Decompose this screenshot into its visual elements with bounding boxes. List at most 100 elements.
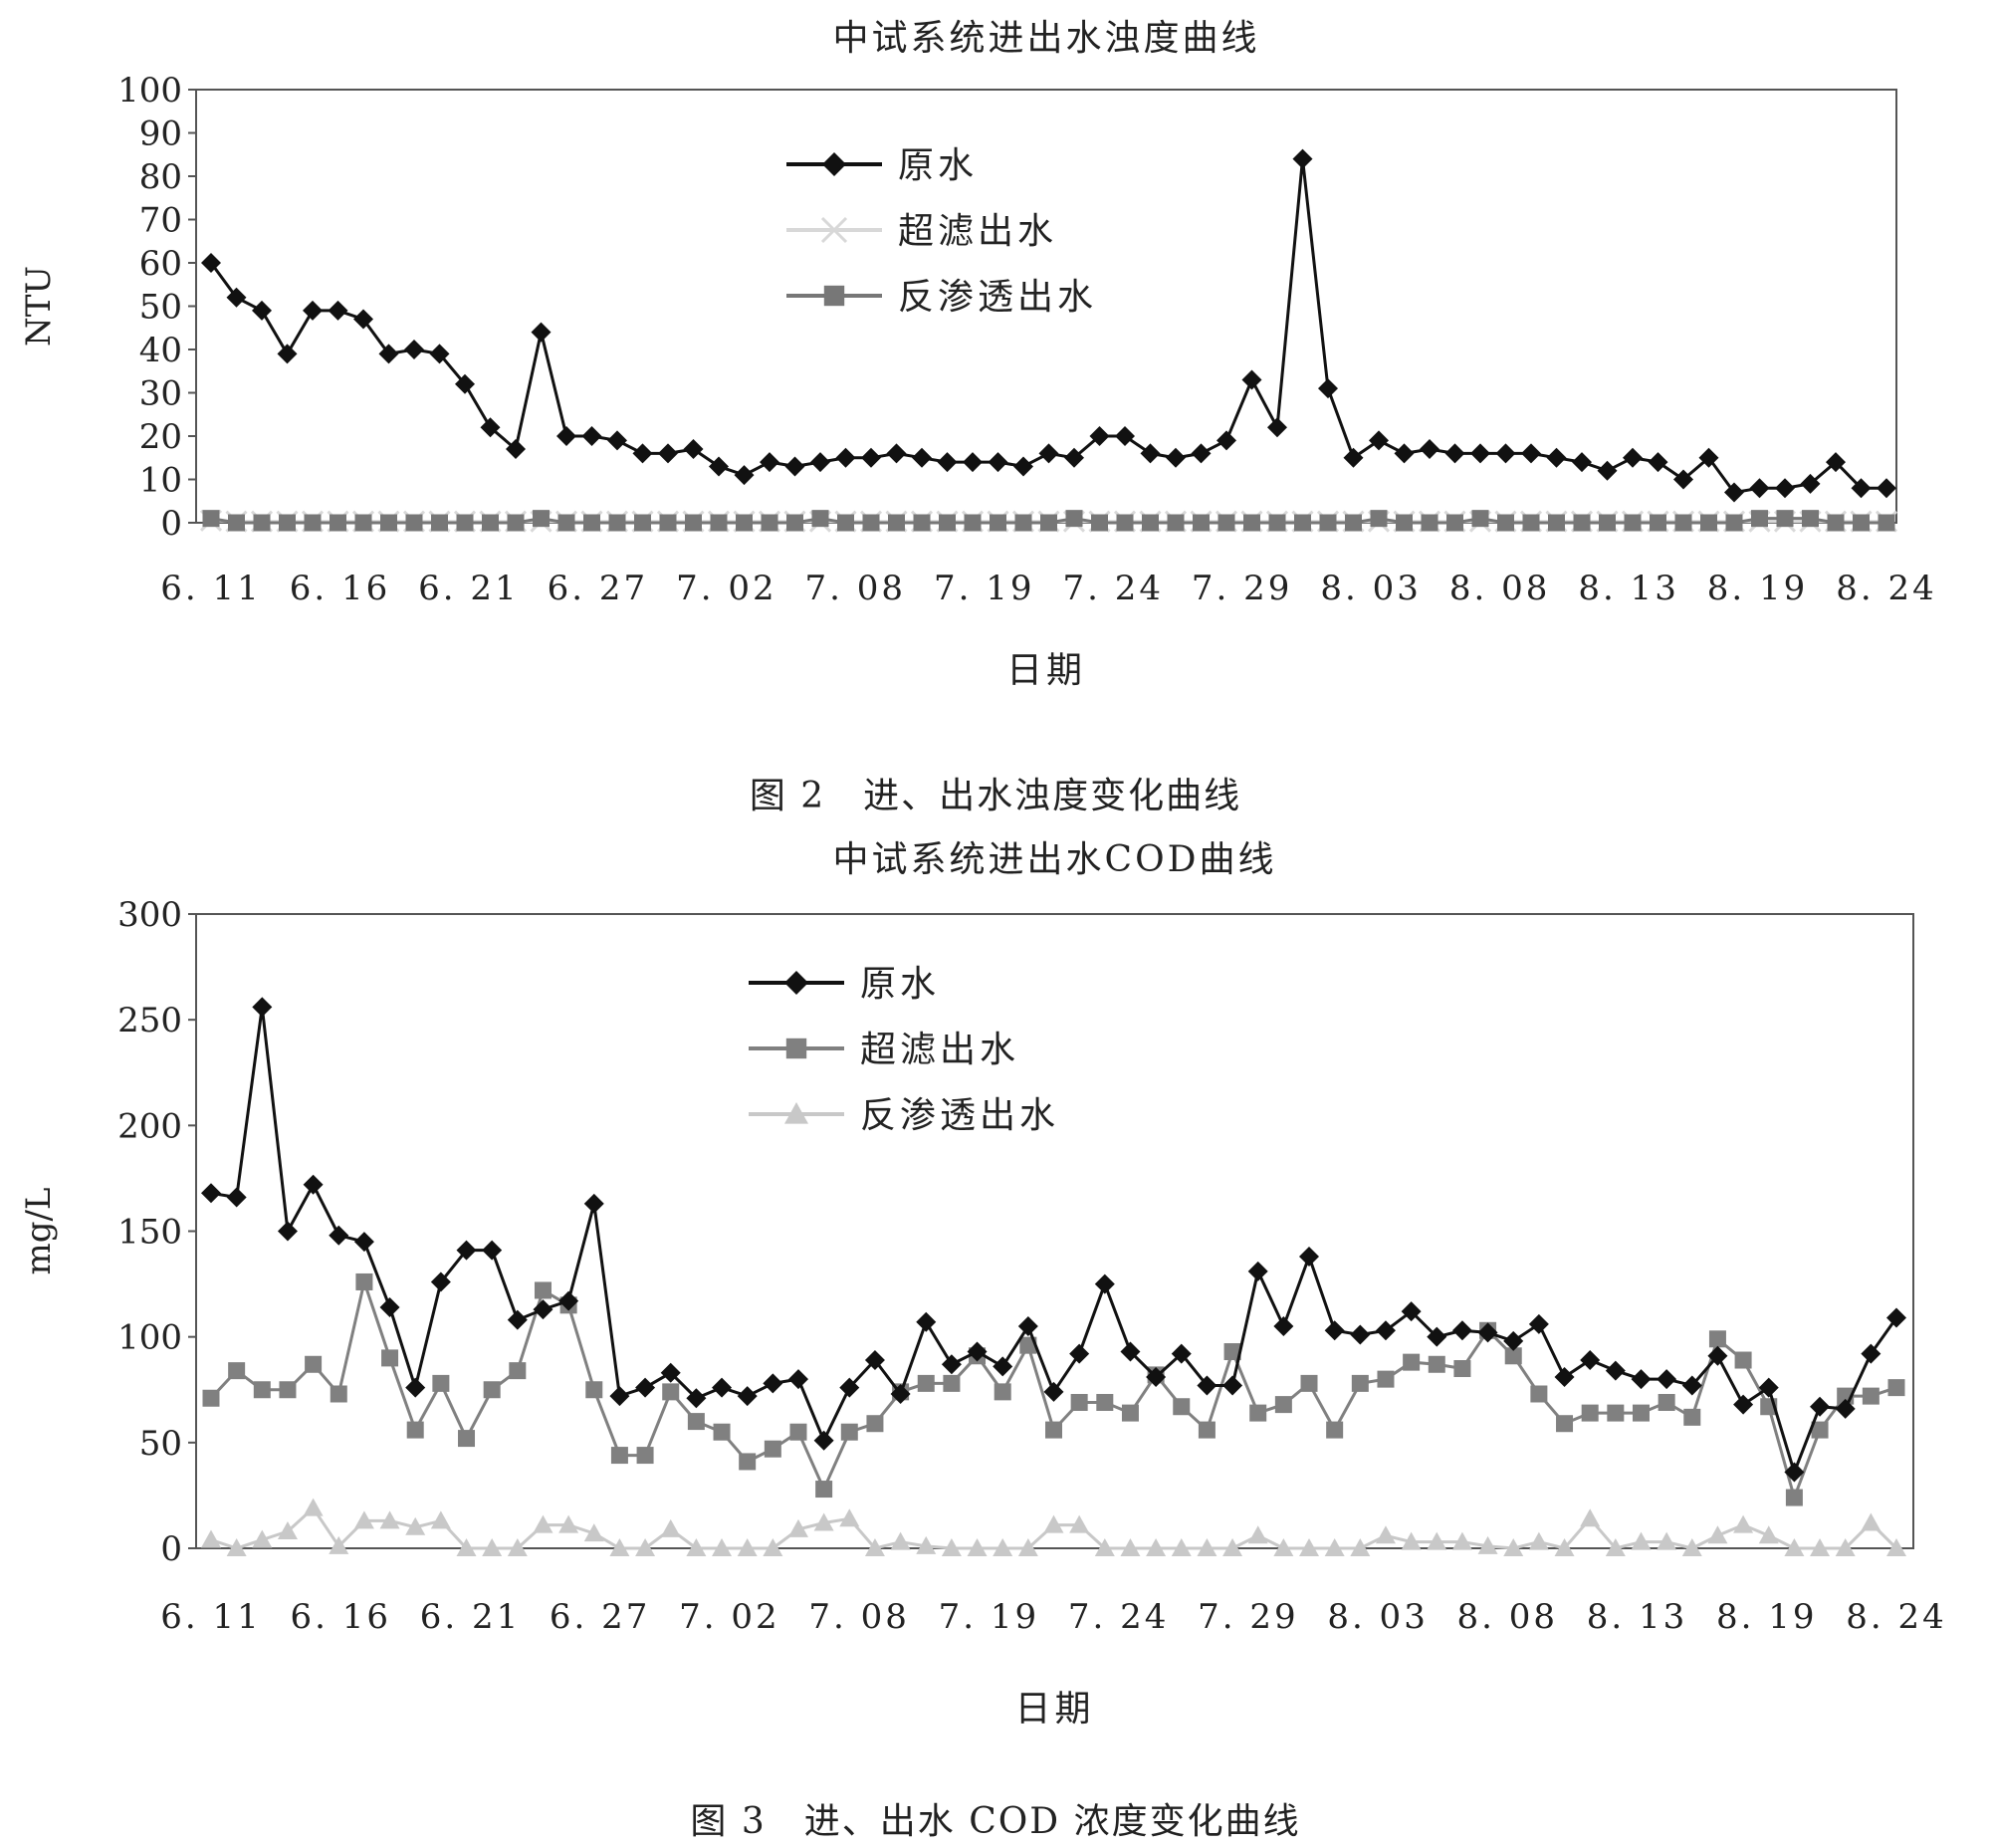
data-point [1274, 1396, 1292, 1414]
data-point [607, 430, 627, 451]
data-point [1040, 514, 1057, 532]
data-point [1800, 473, 1821, 494]
data-point [201, 253, 221, 273]
data-point [507, 1538, 528, 1556]
data-point [1243, 514, 1260, 532]
data-point [1707, 1345, 1728, 1366]
data-point [736, 514, 753, 532]
data-point [482, 1538, 503, 1556]
data-point [1749, 478, 1770, 499]
data-point [862, 514, 880, 532]
data-point [1648, 452, 1668, 473]
data-point [1572, 452, 1592, 473]
data-point [1446, 514, 1463, 532]
x-tick-label: 8. 13 [1578, 569, 1679, 608]
data-point [713, 1423, 731, 1441]
y-tick-label: 200 [117, 1106, 182, 1146]
data-point [1503, 1538, 1524, 1556]
data-point [1631, 1369, 1652, 1390]
data-point [1140, 443, 1161, 464]
data-point [886, 443, 907, 464]
data-point [277, 1521, 298, 1540]
data-point [1650, 514, 1666, 532]
y-axis-label: NTU [19, 266, 59, 346]
data-point [1273, 1316, 1294, 1337]
data-point [228, 514, 245, 532]
data-point [1810, 1538, 1831, 1556]
data-point [760, 452, 779, 473]
series-line [209, 158, 1886, 495]
data-point [1504, 1347, 1522, 1365]
data-point [429, 344, 450, 364]
data-point [1785, 1489, 1803, 1506]
data-point [1045, 1421, 1062, 1439]
data-point [1292, 148, 1313, 169]
data-point [1605, 1538, 1626, 1556]
data-point [1401, 1301, 1422, 1322]
data-point [1556, 1415, 1574, 1433]
data-point [226, 1538, 247, 1556]
data-point [687, 1413, 705, 1431]
x-tick-label: 7. 29 [1198, 1597, 1299, 1637]
data-point [967, 1341, 988, 1362]
data-point [482, 1240, 503, 1261]
x-tick-label: 7. 24 [1062, 569, 1164, 608]
data-point [813, 1512, 834, 1531]
y-tick-label: 100 [117, 1318, 182, 1358]
data-point [1222, 1375, 1243, 1396]
x-axis-label: 日期 [1006, 650, 1086, 691]
data-point [430, 1271, 451, 1292]
data-point [1401, 1531, 1422, 1550]
data-point [710, 514, 728, 532]
data-point [1495, 443, 1516, 464]
y-tick-label: 40 [139, 331, 182, 370]
data-point [1094, 1273, 1115, 1294]
data-point [581, 426, 602, 446]
data-point [253, 1381, 271, 1399]
data-point [941, 1354, 962, 1375]
data-point [432, 1374, 450, 1392]
data-point [609, 1386, 630, 1407]
data-point [1069, 1514, 1090, 1533]
data-point [1528, 1531, 1549, 1550]
x-tick-label: 6. 21 [420, 1597, 522, 1637]
data-point [1503, 1330, 1524, 1351]
data-point [1421, 514, 1438, 532]
data-point [1724, 482, 1744, 503]
data-point [1146, 1538, 1167, 1556]
x-tick-label: 7. 02 [676, 569, 777, 608]
data-point [405, 1516, 426, 1535]
data-point [353, 1232, 374, 1253]
legend-label: 反渗透出水 [898, 277, 1097, 318]
data-point [1733, 1514, 1754, 1533]
data-point [252, 300, 272, 321]
data-point [712, 1538, 733, 1556]
cod-chart: 中试系统进出水COD曲线 0 50 100 150 200 250 300 mg/L 6. 11 6… [19, 839, 1944, 1730]
data-point [1861, 1512, 1881, 1531]
data-point [734, 465, 755, 486]
data-point [202, 510, 220, 528]
y-tick-label: 250 [117, 1001, 182, 1040]
y-tick-label: 50 [139, 288, 182, 328]
data-point [1784, 1462, 1805, 1483]
data-point [509, 1362, 527, 1380]
data-point [1554, 1538, 1575, 1556]
data-point [1191, 443, 1212, 464]
data-point [1318, 378, 1338, 399]
data-point [558, 1514, 579, 1533]
data-point [1810, 1396, 1831, 1417]
data-point [1377, 1370, 1395, 1388]
series-1 [201, 148, 1896, 503]
data-point [1835, 1398, 1856, 1419]
data-point [1065, 510, 1083, 528]
data-point [993, 1356, 1013, 1377]
x-tick-label: 6. 11 [160, 1597, 262, 1637]
data-point [1599, 514, 1616, 532]
x-tick-label: 6. 11 [160, 569, 262, 608]
data-point [303, 300, 323, 321]
chart-title: 中试系统进出水浊度曲线 [832, 18, 1259, 59]
data-point [1530, 1385, 1548, 1403]
data-point [635, 1538, 656, 1556]
data-point [558, 1290, 579, 1311]
